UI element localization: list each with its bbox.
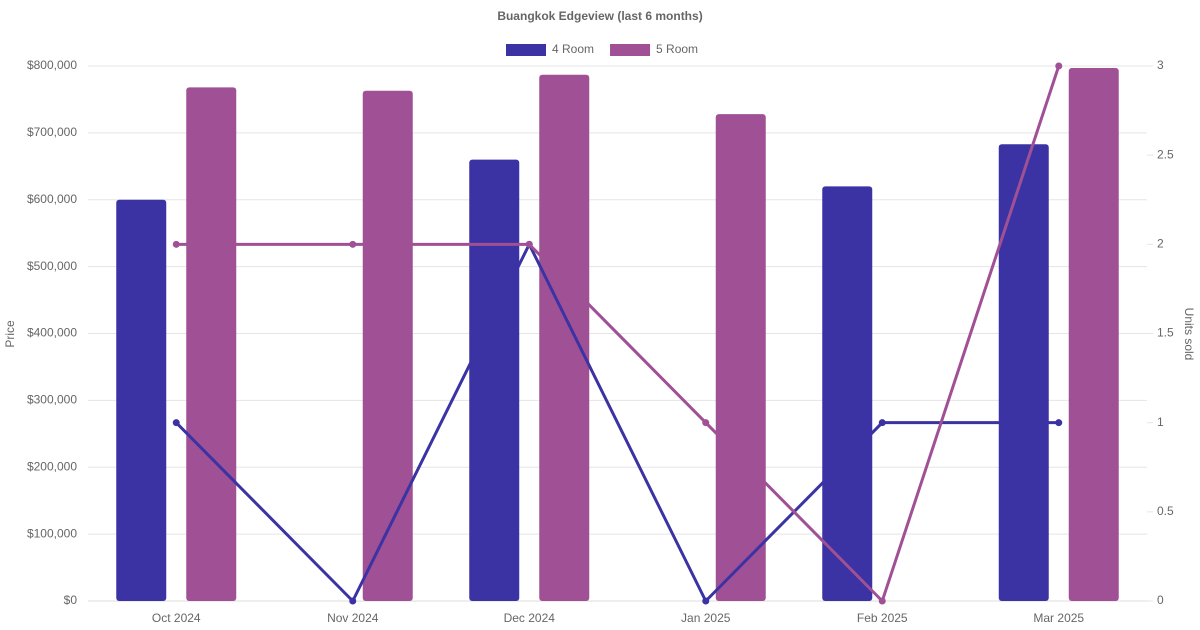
y-tick-label: $0 <box>64 593 78 607</box>
units-point <box>702 419 710 427</box>
y2-tick-label: 1.5 <box>1157 326 1174 340</box>
units-point <box>349 597 357 605</box>
x-tick-label: Nov 2024 <box>327 611 379 625</box>
bar <box>539 74 590 602</box>
bar <box>469 159 520 601</box>
bar <box>116 199 167 601</box>
y2-tick-label: 3 <box>1157 58 1164 72</box>
x-tick-label: Mar 2025 <box>1033 611 1084 625</box>
bar <box>186 87 237 601</box>
bar <box>822 186 873 601</box>
y-axis-title: Price <box>3 320 17 348</box>
y-tick-label: $600,000 <box>27 192 77 206</box>
bar <box>715 114 766 602</box>
x-tick-label: Feb 2025 <box>857 611 908 625</box>
units-point <box>702 597 710 605</box>
units-line <box>176 65 1061 604</box>
units-point <box>172 240 180 248</box>
y-tick-label: $800,000 <box>27 58 77 72</box>
y2-tick-label: 2.5 <box>1157 147 1174 161</box>
y-tick-label: $500,000 <box>27 259 77 273</box>
y-tick-label: $400,000 <box>27 326 77 340</box>
units-point <box>1055 62 1063 70</box>
y-tick-label: $700,000 <box>27 125 77 139</box>
y2-tick-label: 0 <box>1157 593 1164 607</box>
x-tick-label: Dec 2024 <box>504 611 556 625</box>
units-line <box>175 240 1059 604</box>
y-tick-label: $300,000 <box>27 393 77 407</box>
legend-label: 4 Room <box>552 42 594 56</box>
legend-swatch <box>506 44 546 56</box>
units-point <box>1055 419 1063 427</box>
chart-title: Buangkok Edgeview (last 6 months) <box>497 9 702 23</box>
units-point <box>878 597 886 605</box>
y2-tick-label: 2 <box>1157 237 1164 251</box>
legend-label: 5 Room <box>656 42 698 56</box>
y-tick-label: $200,000 <box>27 459 77 473</box>
units-point <box>878 419 886 427</box>
y2-tick-label: 1 <box>1157 415 1164 429</box>
units-point <box>172 419 180 427</box>
y-tick-label: $100,000 <box>27 526 77 540</box>
legend-swatch <box>610 44 651 56</box>
x-tick-label: Jan 2025 <box>681 611 731 625</box>
y2-axis-title: Units sold <box>1182 308 1196 361</box>
units-point <box>349 240 357 248</box>
bar <box>362 90 413 602</box>
bar <box>1068 68 1119 602</box>
x-tick-label: Oct 2024 <box>152 611 201 625</box>
units-point <box>525 240 533 248</box>
y2-tick-label: 0.5 <box>1157 504 1174 518</box>
bar <box>998 144 1049 601</box>
